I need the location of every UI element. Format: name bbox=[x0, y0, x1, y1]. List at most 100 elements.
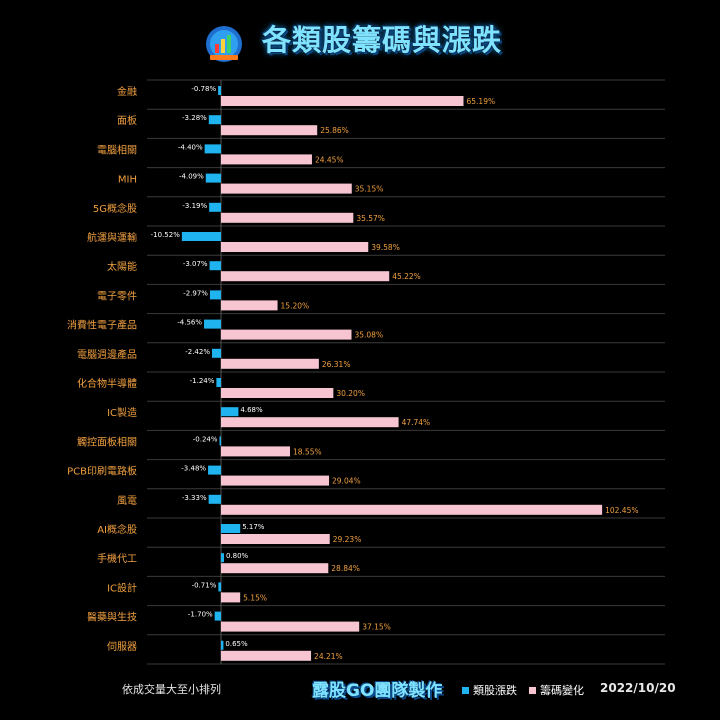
bar-price-change bbox=[214, 611, 221, 621]
labels: 金融 -0.78% 65.19% 面板 -3.28% 25.86% 電腦相關 -4.40% 24… bbox=[67, 85, 638, 661]
legend-swatch-blue bbox=[462, 686, 469, 694]
bar-price-change bbox=[204, 144, 221, 154]
value-label-chip-change: 47.74% bbox=[402, 418, 431, 427]
bars bbox=[181, 86, 603, 661]
category-label: 金融 bbox=[117, 85, 137, 98]
sort-note: 依成交量大至小排列 bbox=[122, 683, 221, 696]
bar-chip-change bbox=[221, 388, 334, 398]
bar-chip-change bbox=[221, 417, 399, 428]
value-label-price-change: -0.24% bbox=[193, 435, 218, 443]
value-label-chip-change: 5.15% bbox=[243, 593, 267, 602]
bar-price-change bbox=[181, 232, 221, 241]
value-label-chip-change: 29.23% bbox=[333, 535, 362, 544]
value-label-price-change: -2.42% bbox=[185, 348, 210, 356]
legend: 類股漲跌 籌碼變化 bbox=[462, 682, 596, 698]
value-label-price-change: -3.19% bbox=[182, 202, 207, 210]
value-label-chip-change: 25.86% bbox=[320, 126, 349, 135]
value-label-price-change: -1.70% bbox=[188, 611, 213, 619]
value-label-chip-change: 35.15% bbox=[355, 185, 384, 194]
category-label: 電腦週邊產品 bbox=[77, 348, 137, 361]
brand-credit: 露股GO團隊製作 bbox=[312, 681, 443, 701]
chart-frame bbox=[12, 12, 708, 708]
category-label: 太陽能 bbox=[107, 260, 137, 273]
bar-chip-change bbox=[221, 212, 354, 223]
legend-item-chip-change: 籌碼變化 bbox=[529, 682, 584, 698]
value-label-chip-change: 45.22% bbox=[392, 272, 421, 281]
bar-chip-change bbox=[221, 504, 603, 515]
value-label-chip-change: 28.84% bbox=[331, 564, 360, 573]
value-label-price-change: -4.09% bbox=[179, 173, 204, 181]
bar-price-change bbox=[209, 261, 221, 271]
bar-chip-change bbox=[221, 534, 330, 544]
chart-title: 各類股籌碼與漲跌 bbox=[262, 23, 503, 57]
bar-price-change bbox=[208, 115, 221, 125]
grid-lines bbox=[147, 79, 665, 665]
bar-price-change bbox=[211, 348, 221, 358]
bar-chip-change bbox=[221, 242, 369, 252]
bar-price-change bbox=[216, 378, 221, 387]
value-label-chip-change: 39.58% bbox=[371, 243, 400, 252]
category-label: 手機代工 bbox=[97, 552, 137, 565]
bar-chip-change bbox=[221, 96, 464, 106]
value-label-price-change: 5.17% bbox=[242, 523, 265, 531]
value-label-price-change: -1.24% bbox=[190, 377, 215, 385]
category-label: 面板 bbox=[117, 114, 137, 127]
value-label-price-change: -0.71% bbox=[192, 581, 217, 589]
bar-price-change bbox=[221, 407, 239, 417]
bar-price-change bbox=[209, 290, 221, 300]
category-label: 觸控面板相關 bbox=[77, 435, 137, 448]
bar-price-change bbox=[221, 640, 224, 650]
value-label-price-change: -10.52% bbox=[151, 231, 181, 239]
value-label-chip-change: 15.20% bbox=[281, 301, 310, 310]
category-label: 電腦相關 bbox=[97, 143, 137, 156]
value-label-price-change: -4.40% bbox=[178, 143, 203, 151]
bar-chip-change bbox=[221, 592, 241, 603]
category-label: 化合物半導體 bbox=[77, 377, 137, 390]
bar-chip-change bbox=[221, 300, 278, 311]
value-label-price-change: -3.33% bbox=[182, 494, 207, 502]
category-label: PCB印刷電路板 bbox=[67, 465, 137, 478]
category-label: MIH bbox=[118, 175, 137, 186]
value-label-price-change: -3.07% bbox=[183, 260, 208, 268]
bar-chip-change bbox=[221, 183, 352, 194]
bar-chip-change bbox=[221, 271, 390, 282]
bar-chip-change bbox=[221, 650, 312, 661]
bar-chip-change bbox=[221, 125, 318, 136]
brand-logo-icon bbox=[206, 26, 242, 62]
category-label: 5G概念股 bbox=[93, 202, 137, 215]
bar-chip-change bbox=[221, 475, 330, 486]
value-label-price-change: -0.78% bbox=[191, 85, 216, 93]
bar-chip-change bbox=[221, 621, 360, 632]
legend-label-price-change: 類股漲跌 bbox=[473, 684, 517, 697]
bar-price-change bbox=[218, 86, 221, 95]
category-label: AI概念股 bbox=[97, 523, 137, 536]
value-label-chip-change: 18.55% bbox=[293, 447, 322, 456]
value-label-price-change: -3.48% bbox=[181, 465, 206, 473]
value-label-chip-change: 65.19% bbox=[467, 97, 496, 106]
value-label-chip-change: 37.15% bbox=[362, 623, 391, 632]
category-label: 電子零件 bbox=[97, 290, 137, 302]
value-label-price-change: -4.56% bbox=[177, 319, 202, 327]
value-label-price-change: -3.28% bbox=[182, 114, 207, 122]
bar-chip-change bbox=[221, 358, 319, 369]
bar-price-change bbox=[221, 553, 224, 563]
legend-label-chip-change: 籌碼變化 bbox=[540, 684, 584, 697]
value-label-chip-change: 102.45% bbox=[605, 506, 638, 515]
value-label-chip-change: 29.04% bbox=[332, 477, 361, 486]
bar-price-change bbox=[219, 436, 221, 446]
bar-chip-change bbox=[221, 329, 352, 340]
value-label-chip-change: 26.31% bbox=[322, 360, 351, 369]
bar-chip-change bbox=[221, 446, 291, 457]
category-label: 伺服器 bbox=[107, 640, 137, 653]
category-label: IC設計 bbox=[107, 581, 137, 594]
bar-chip-change bbox=[221, 154, 312, 165]
value-label-price-change: 0.65% bbox=[225, 640, 248, 648]
bar-price-change bbox=[208, 494, 221, 504]
category-label: 醫藥與生技 bbox=[87, 611, 137, 624]
report-date: 2022/10/20 bbox=[600, 681, 676, 695]
value-label-chip-change: 24.21% bbox=[314, 652, 343, 661]
bar-chip-change bbox=[221, 563, 329, 574]
value-label-price-change: -2.97% bbox=[183, 289, 208, 297]
bar-price-change bbox=[205, 173, 221, 183]
